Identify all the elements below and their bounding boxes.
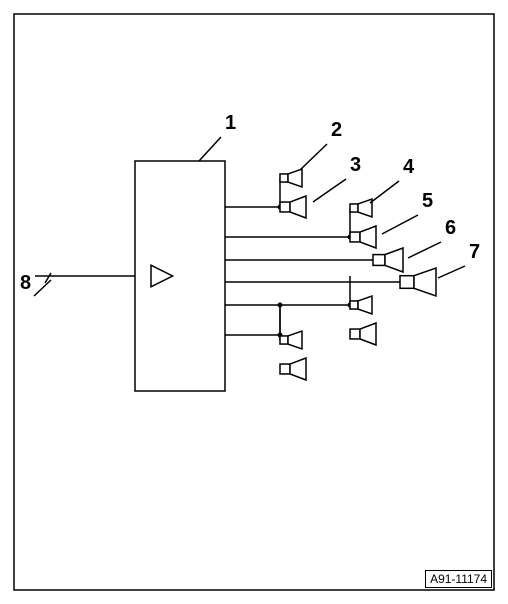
callout-label-2: 2 [331,119,342,142]
wiring-diagram [0,0,508,604]
callout-label-8: 8 [20,272,31,295]
callout-label-6: 6 [445,217,456,240]
reference-id: A91-11174 [425,570,492,588]
callout-label-5: 5 [422,190,433,213]
callout-label-1: 1 [225,112,236,135]
callout-label-3: 3 [350,154,361,177]
callout-label-4: 4 [403,156,414,179]
diagram-container: 1 23 4567 8 A91-11174 [0,0,508,604]
callout-label-7: 7 [469,241,480,264]
